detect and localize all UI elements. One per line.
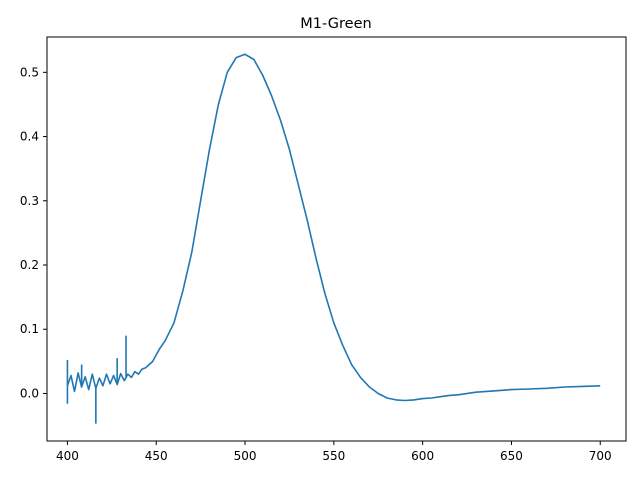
plot-frame [46,36,627,442]
y-tick-label: 0.0 [20,386,39,400]
x-tick-label: 600 [411,449,434,463]
y-tick-label: 0.4 [20,130,39,144]
x-tick-label: 650 [500,449,523,463]
ticks-layer: 400 450 500 550 600 650 700 0.0 0.1 0.2 0.3 0.4 0.5 [20,65,612,463]
y-tick-label: 0.2 [20,258,39,272]
chart-title: M1-Green [300,16,371,32]
x-tick-label: 400 [56,449,79,463]
series-layer [66,53,601,424]
x-tick-label: 450 [145,449,168,463]
x-tick-label: 550 [322,449,345,463]
series-line [66,53,601,402]
y-tick-label: 0.3 [20,194,39,208]
x-tick-label: 500 [234,449,257,463]
y-tick-label: 0.1 [20,322,39,336]
y-tick-label: 0.5 [20,65,39,79]
x-tick-label: 700 [589,449,612,463]
